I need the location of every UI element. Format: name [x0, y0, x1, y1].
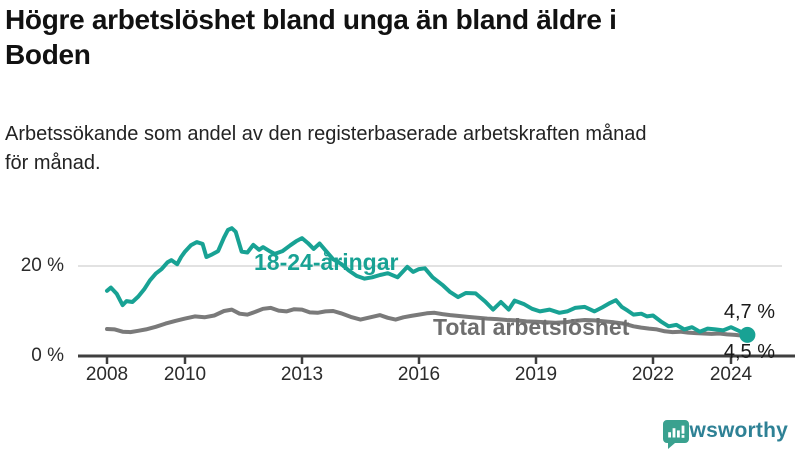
- end-value-total: 4,5 %: [723, 341, 775, 363]
- subtitle-line-1: Arbetssökande som andel av den registerb…: [5, 123, 647, 145]
- series-label-young: 18-24-åringar: [254, 249, 399, 275]
- x-tick-label: 2008: [85, 364, 129, 385]
- series-line-young: [105, 226, 750, 337]
- x-tick-label: 2022: [631, 364, 675, 385]
- x-tick-label: 2016: [397, 364, 441, 385]
- title-line-1: Högre arbetslöshet bland unga än bland ä…: [5, 4, 617, 35]
- chart-subtitle: Arbetssökande som andel av den registerb…: [5, 120, 797, 178]
- y-tick-label: 0 %: [31, 345, 64, 366]
- series-line-total: [105, 305, 746, 338]
- series-label-total: Total arbetslöshet: [433, 314, 630, 340]
- newsworthy-bar-chart-icon: [663, 420, 690, 449]
- y-tick-label: 20 %: [20, 255, 64, 276]
- x-tick-label: 2013: [280, 364, 324, 385]
- newsworthy-logo[interactable]: Newsworthy: [662, 419, 788, 449]
- newsworthy-wordmark: Newsworthy: [662, 419, 788, 442]
- x-tick-label: 2024: [709, 364, 753, 385]
- x-tick-label: 2010: [163, 364, 207, 385]
- subtitle-line-2: för månad.: [5, 152, 101, 174]
- page-title: Högre arbetslöshet bland unga än bland ä…: [5, 2, 797, 72]
- x-tick-label: 2019: [514, 364, 558, 385]
- title-line-2: Boden: [5, 39, 91, 70]
- end-value-young: 4,7 %: [723, 301, 775, 323]
- last-point-dot: [739, 326, 756, 343]
